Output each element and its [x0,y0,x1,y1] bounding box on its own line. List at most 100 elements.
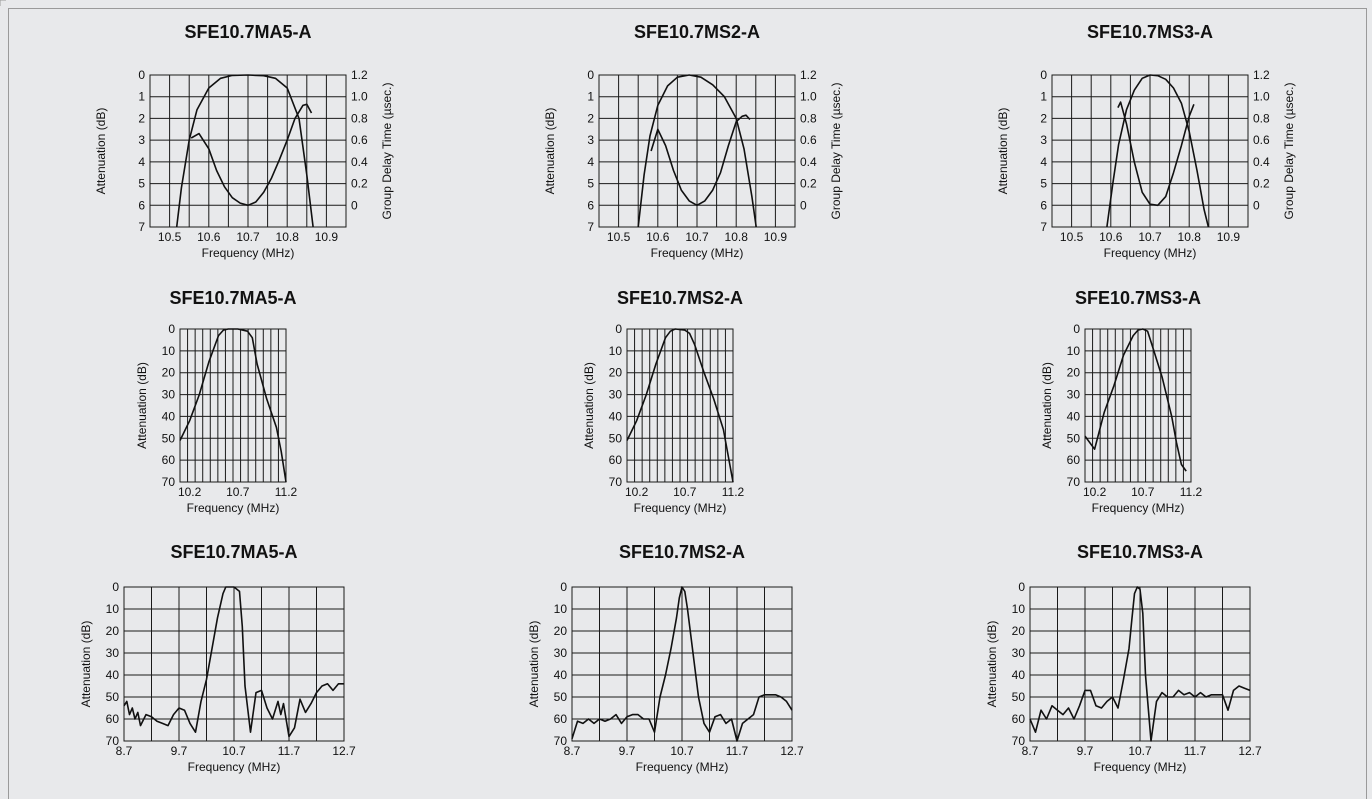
x-axis-label: Frequency (MHz) [202,246,295,260]
y-tick-label: 4 [587,155,594,169]
x-tick-label: 11.7 [1184,744,1207,758]
y-tick-label: 70 [106,734,120,748]
chart-grid [1084,328,1192,483]
y-tick-label: 30 [106,646,120,660]
x-axis-label: Frequency (MHz) [187,501,280,515]
x-tick-label: 11.2 [722,485,745,499]
attenuation-curve [1084,328,1187,472]
y-tick-label: 60 [162,453,176,467]
attenuation-curve [626,328,734,483]
y-tick-label: 1 [1040,90,1047,104]
y-tick-label: 70 [609,475,623,489]
chart-grid [149,74,347,228]
x-tick-label: 8.7 [564,744,581,758]
y2-tick-label: 0.8 [1253,111,1270,125]
y-tick-label: 10 [162,344,176,358]
y-tick-label: 5 [138,177,145,191]
y2-tick-label: 1.0 [351,90,368,104]
y-tick-label: 20 [106,624,120,638]
y-tick-label: 30 [554,646,568,660]
y-tick-label: 6 [587,198,594,212]
y-tick-label: 60 [554,712,568,726]
x-tick-label: 11.7 [278,744,301,758]
y2-tick-label: 0 [351,198,358,212]
y-tick-label: 20 [1012,624,1026,638]
y-tick-label: 3 [138,133,145,147]
y-tick-label: 6 [138,198,145,212]
y2-tick-label: 0.4 [800,155,817,169]
x-tick-label: 10.5 [1060,230,1084,244]
y-tick-label: 0 [1073,322,1080,336]
y-tick-label: 1 [587,90,594,104]
y-tick-label: 6 [1040,198,1047,212]
y-tick-label: 3 [587,133,594,147]
chart-title: SFE10.7MA5-A [184,22,311,42]
x-axis-label: Frequency (MHz) [1092,501,1185,515]
y2-tick-label: 1.2 [351,68,368,82]
y2-tick-label: 0 [800,198,807,212]
attenuation-curve [175,74,314,228]
chart-1: SFE10.7MA5-A 0 1 2 3 4 5 6 7 10.5 10.6 10.7 10.8 10.9… [94,22,394,260]
y-tick-label: 40 [609,409,623,423]
y-tick-label: 40 [554,668,568,682]
y-axis-label: Attenuation (dB) [135,362,149,449]
y-tick-label: 60 [1012,712,1026,726]
x-tick-label: 10.2 [1083,485,1107,499]
y2-tick-label: 0 [1253,198,1260,212]
figure-panel [8,8,1367,799]
chart-title: SFE10.7MA5-A [169,288,296,308]
y-tick-label: 70 [162,475,176,489]
y-tick-label: 7 [138,220,145,234]
chart-2: SFE10.7MS2-A 0 1 2 3 4 5 6 7 10.5 10.6 10.7 10.8 10.9… [543,22,843,260]
x-tick-label: 10.7 [685,230,709,244]
chart-title: SFE10.7MS2-A [617,288,743,308]
y-axis-label: Attenuation (dB) [94,108,108,195]
chart-7: SFE10.7MA5-A 0 10 20 30 40 50 60 708.7 9.7 10.7 11.… [79,542,356,774]
y-tick-label: 3 [1040,133,1047,147]
attenuation-curve [571,586,793,742]
x-tick-label: 10.7 [1128,744,1152,758]
group-delay-curve [650,114,751,207]
x-axis-label: Frequency (MHz) [634,501,727,515]
chart-9: SFE10.7MS3-A 0 10 20 30 40 50 60 708.7 9.7 10.7 11.… [985,542,1262,774]
y-tick-label: 5 [587,177,594,191]
x-tick-label: 10.2 [178,485,202,499]
y-tick-label: 60 [1067,453,1081,467]
attenuation-curve [637,74,757,228]
x-axis-label: Frequency (MHz) [1094,760,1187,774]
y2-tick-label: 0.4 [351,155,368,169]
y2-tick-label: 0.6 [1253,133,1270,147]
x-tick-label: 12.7 [332,744,356,758]
y-tick-label: 1 [138,90,145,104]
y-tick-label: 50 [1067,431,1081,445]
y-axis-label: Attenuation (dB) [985,621,999,708]
y-tick-label: 30 [162,388,176,402]
x-tick-label: 10.5 [607,230,631,244]
y-tick-label: 10 [1012,602,1026,616]
chart-title: SFE10.7MS3-A [1077,542,1203,562]
x-tick-label: 10.7 [670,744,694,758]
y-tick-label: 20 [1067,366,1081,380]
x-tick-label: 10.7 [226,485,250,499]
x-tick-label: 8.7 [116,744,133,758]
chart-grid [123,586,345,742]
x-tick-label: 12.7 [780,744,804,758]
y-tick-label: 40 [1012,668,1026,682]
y-tick-label: 0 [615,322,622,336]
y-tick-label: 30 [1067,388,1081,402]
x-tick-label: 10.6 [646,230,670,244]
y-tick-label: 30 [609,388,623,402]
chart-3: SFE10.7MS3-A 0 1 2 3 4 5 6 7 10.5 10.6 10.7 10.8 10.9… [996,22,1296,260]
x-tick-label: 10.8 [276,230,300,244]
chart-grid [571,586,793,742]
y-tick-label: 50 [554,690,568,704]
x-tick-label: 9.7 [171,744,188,758]
y-axis-label: Attenuation (dB) [1040,362,1054,449]
y-tick-label: 10 [609,344,623,358]
y-tick-label: 0 [1040,68,1047,82]
y2-axis-label: Group Delay Time (µsec.) [829,83,843,220]
x-tick-label: 10.9 [764,230,788,244]
y-tick-label: 0 [138,68,145,82]
y-tick-label: 20 [162,366,176,380]
